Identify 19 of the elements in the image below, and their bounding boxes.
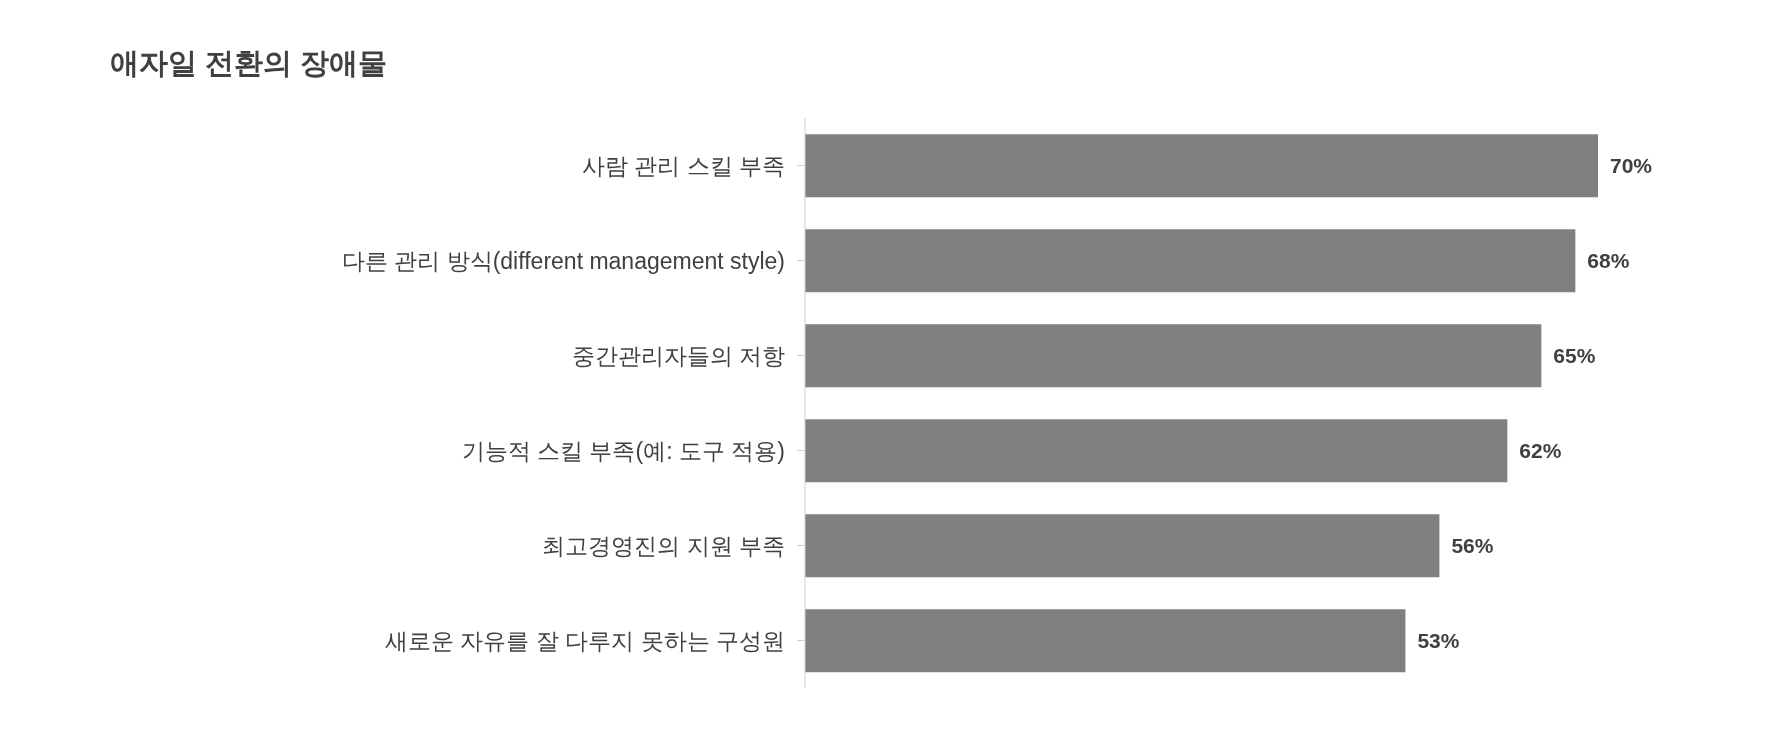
data-label: 53% [1417, 629, 1460, 653]
bar [805, 419, 1508, 483]
y-tick-label: 중간관리자들의 저항 [571, 342, 785, 369]
text: 애자일 전환의 장애물 [110, 46, 388, 81]
bar [805, 134, 1598, 198]
bar [805, 324, 1542, 388]
bar [805, 229, 1576, 293]
y-tick-label: 다른 관리 방식(different management style) [341, 247, 785, 274]
y-tick-label: 새로운 자유를 잘 다루지 못하는 구성원 [385, 627, 785, 654]
data-label: 56% [1451, 534, 1494, 558]
data-label: 62% [1519, 439, 1562, 463]
data-label: 65% [1553, 344, 1596, 368]
bar [805, 514, 1440, 578]
data-label: 68% [1587, 249, 1630, 273]
data-label: 70% [1610, 154, 1653, 178]
y-tick-label: 기능적 스킬 부족(예: 도구 적용) [461, 437, 785, 464]
bar [805, 609, 1406, 673]
y-tick-label: 사람 관리 스킬 부족 [581, 152, 785, 179]
y-tick-label: 최고경영진의 지원 부족 [542, 532, 785, 559]
